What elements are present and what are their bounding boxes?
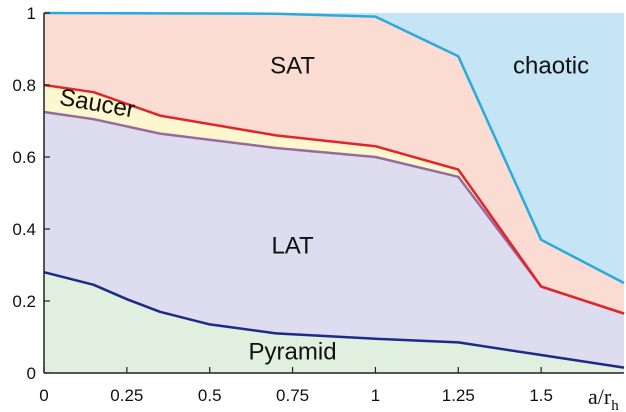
y-tick-label: 0.6 bbox=[12, 148, 36, 167]
region-label-chaotic: chaotic bbox=[513, 52, 589, 79]
y-tick-label: 0.8 bbox=[12, 76, 36, 95]
region-label-lat: LAT bbox=[271, 232, 314, 259]
x-tick-label: 1.5 bbox=[529, 386, 553, 405]
x-tick-label: 0.5 bbox=[198, 386, 222, 405]
x-axis-label: a/rh bbox=[588, 384, 619, 412]
region-label-sat: SAT bbox=[270, 52, 315, 79]
y-tick-label: 0.2 bbox=[12, 292, 36, 311]
x-axis-label-subscript: h bbox=[611, 398, 619, 412]
y-tick-label: 0.4 bbox=[12, 220, 36, 239]
x-tick-label: 1.25 bbox=[442, 386, 475, 405]
y-tick-label: 1 bbox=[27, 4, 36, 23]
x-tick-label: 0 bbox=[39, 386, 48, 405]
x-tick-label: 1 bbox=[371, 386, 380, 405]
region-label-pyramid: Pyramid bbox=[249, 339, 337, 366]
x-tick-label: 0.25 bbox=[110, 386, 143, 405]
x-tick-label: 0.75 bbox=[276, 386, 309, 405]
y-tick-label: 0 bbox=[27, 364, 36, 383]
x-axis-label-main: a/r bbox=[588, 384, 612, 409]
